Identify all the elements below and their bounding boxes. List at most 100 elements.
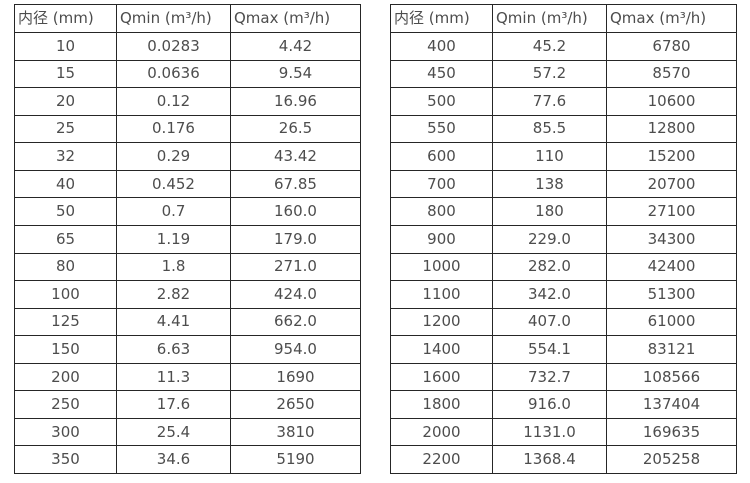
table-cell: 2000 bbox=[390, 417, 493, 447]
table-cell: 169635 bbox=[606, 417, 737, 447]
table-cell: 25.4 bbox=[116, 417, 231, 447]
table-cell: 954.0 bbox=[230, 335, 361, 364]
table-cell: 350 bbox=[14, 445, 117, 474]
table-cell: 554.1 bbox=[492, 335, 607, 364]
table-cell: 160.0 bbox=[230, 197, 361, 226]
table-row: 150 6.63 954.0 bbox=[14, 335, 361, 364]
table-cell: 1368.4 bbox=[492, 445, 607, 474]
table-cell: 57.2 bbox=[492, 59, 607, 89]
table-cell: 1800 bbox=[390, 390, 493, 419]
table-cell: 205258 bbox=[606, 445, 737, 474]
table-row: 65 1.19 179.0 bbox=[14, 224, 361, 254]
table-row: 800 180 27100 bbox=[390, 197, 737, 226]
table-cell: 125 bbox=[14, 307, 117, 337]
table-cell: 42400 bbox=[606, 252, 737, 282]
table-cell: 271.0 bbox=[230, 252, 361, 282]
table-cell: 500 bbox=[390, 87, 493, 116]
table-row: 200 11.3 1690 bbox=[14, 362, 361, 392]
table-cell: 110 bbox=[492, 142, 607, 171]
table-row: 100 2.82 424.0 bbox=[14, 280, 361, 309]
table-cell: 137404 bbox=[606, 390, 737, 419]
table-row: 80 1.8 271.0 bbox=[14, 252, 361, 282]
table-row: 40 0.452 67.85 bbox=[14, 169, 361, 199]
table-cell: 6780 bbox=[606, 32, 737, 61]
table-row: 400 45.2 6780 bbox=[390, 32, 737, 61]
table-row: 1200 407.0 61000 bbox=[390, 307, 737, 337]
table-row: 500 77.6 10600 bbox=[390, 87, 737, 116]
table-row: 125 4.41 662.0 bbox=[14, 307, 361, 337]
table-cell: 800 bbox=[390, 197, 493, 226]
table-cell: 200 bbox=[14, 362, 117, 392]
column-header-qmax: Qmax (m³/h) bbox=[230, 4, 361, 33]
table-cell: 8570 bbox=[606, 59, 737, 89]
table-cell: 50 bbox=[14, 197, 117, 226]
table-row: 1600 732.7 108566 bbox=[390, 362, 737, 392]
table-row: 600 110 15200 bbox=[390, 142, 737, 171]
table-cell: 138 bbox=[492, 169, 607, 199]
table-cell: 12800 bbox=[606, 114, 737, 144]
table-cell: 34.6 bbox=[116, 445, 231, 474]
table-cell: 2.82 bbox=[116, 280, 231, 309]
table-cell: 1.8 bbox=[116, 252, 231, 282]
table-row: 350 34.6 5190 bbox=[14, 445, 361, 474]
table-cell: 180 bbox=[492, 197, 607, 226]
flow-table-right: 内径 (mm) Qmin (m³/h) Qmax (m³/h) 400 45.2 6… bbox=[390, 4, 737, 474]
table-cell: 10600 bbox=[606, 87, 737, 116]
table-row: 450 57.2 8570 bbox=[390, 59, 737, 89]
table-cell: 16.96 bbox=[230, 87, 361, 116]
table-row: 10 0.0283 4.42 bbox=[14, 32, 361, 61]
table-cell: 1690 bbox=[230, 362, 361, 392]
table-cell: 15 bbox=[14, 59, 117, 89]
column-header-diameter: 内径 (mm) bbox=[390, 4, 493, 33]
table-cell: 34300 bbox=[606, 224, 737, 254]
table-cell: 6.63 bbox=[116, 335, 231, 364]
table-cell: 179.0 bbox=[230, 224, 361, 254]
table-cell: 11.3 bbox=[116, 362, 231, 392]
table-row: 1400 554.1 83121 bbox=[390, 335, 737, 364]
table-cell: 282.0 bbox=[492, 252, 607, 282]
table-cell: 85.5 bbox=[492, 114, 607, 144]
table-cell: 25 bbox=[14, 114, 117, 144]
table-cell: 32 bbox=[14, 142, 117, 171]
table-row: 1000 282.0 42400 bbox=[390, 252, 737, 282]
table-cell: 900 bbox=[390, 224, 493, 254]
table-row: 25 0.176 26.5 bbox=[14, 114, 361, 144]
table-cell: 51300 bbox=[606, 280, 737, 309]
table-cell: 1000 bbox=[390, 252, 493, 282]
table-cell: 1.19 bbox=[116, 224, 231, 254]
table-cell: 250 bbox=[14, 390, 117, 419]
table-row: 20 0.12 16.96 bbox=[14, 87, 361, 116]
table-cell: 61000 bbox=[606, 307, 737, 337]
table-cell: 407.0 bbox=[492, 307, 607, 337]
column-header-qmax: Qmax (m³/h) bbox=[606, 4, 737, 33]
table-cell: 10 bbox=[14, 32, 117, 61]
table-cell: 17.6 bbox=[116, 390, 231, 419]
table-cell: 65 bbox=[14, 224, 117, 254]
table-cell: 45.2 bbox=[492, 32, 607, 61]
table-cell: 0.0636 bbox=[116, 59, 231, 89]
table-body: 400 45.2 6780 450 57.2 8570 500 77.6 10600 550 85.… bbox=[390, 32, 737, 474]
table-header-row: 内径 (mm) Qmin (m³/h) Qmax (m³/h) bbox=[390, 4, 737, 33]
table-cell: 0.29 bbox=[116, 142, 231, 171]
table-row: 1800 916.0 137404 bbox=[390, 390, 737, 419]
table-cell: 1100 bbox=[390, 280, 493, 309]
table-cell: 400 bbox=[390, 32, 493, 61]
table-cell: 150 bbox=[14, 335, 117, 364]
table-cell: 2650 bbox=[230, 390, 361, 419]
table-cell: 9.54 bbox=[230, 59, 361, 89]
column-header-qmin: Qmin (m³/h) bbox=[116, 4, 231, 33]
table-row: 250 17.6 2650 bbox=[14, 390, 361, 419]
table-cell: 83121 bbox=[606, 335, 737, 364]
table-row: 700 138 20700 bbox=[390, 169, 737, 199]
table-cell: 100 bbox=[14, 280, 117, 309]
table-cell: 40 bbox=[14, 169, 117, 199]
table-cell: 20700 bbox=[606, 169, 737, 199]
table-cell: 229.0 bbox=[492, 224, 607, 254]
table-cell: 1131.0 bbox=[492, 417, 607, 447]
table-cell: 27100 bbox=[606, 197, 737, 226]
table-cell: 450 bbox=[390, 59, 493, 89]
table-cell: 916.0 bbox=[492, 390, 607, 419]
table-cell: 108566 bbox=[606, 362, 737, 392]
table-cell: 1400 bbox=[390, 335, 493, 364]
table-cell: 700 bbox=[390, 169, 493, 199]
